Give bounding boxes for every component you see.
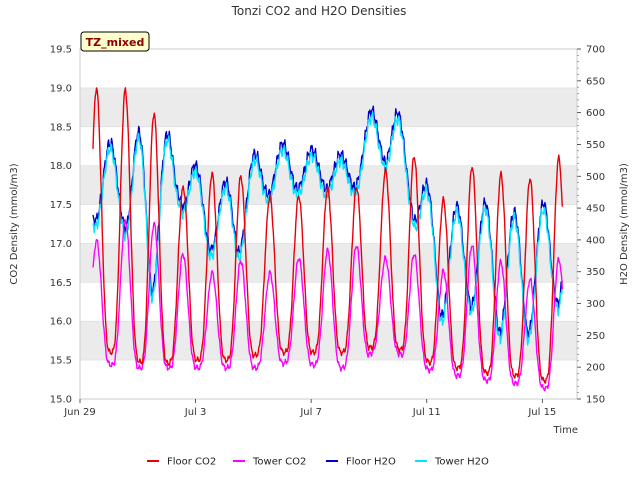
series-line	[92, 218, 563, 392]
y2-tick-label: 600	[586, 108, 605, 119]
x-axis: Jun 29 Jul 3 Jul 7 Jul 11 Jul 15	[63, 399, 556, 418]
x-tick-label: Jun 29	[63, 407, 96, 418]
y-tick-label: 16.5	[50, 278, 72, 289]
left-axis: 15.0 15.5 16.0 16.5 17.0 17.5 18.0 18.5 19.0 19.5	[50, 45, 72, 406]
y2-tick-label: 550	[586, 140, 605, 151]
y2-axis-title: H2O Density (mmol/m3)	[619, 163, 630, 285]
y2-tick-label: 350	[586, 267, 605, 278]
series-line	[92, 87, 563, 384]
y2-tick-label: 200	[586, 363, 605, 374]
x-tick-label: Jul 3	[184, 407, 207, 418]
y-tick-label: 18.5	[50, 122, 72, 133]
chart-title: Tonzi CO2 and H2O Densities	[231, 4, 407, 18]
background-bands	[80, 87, 577, 361]
site-tag-box	[80, 31, 150, 52]
y2-tick-label: 650	[586, 76, 605, 87]
x-tick-label: Jul 7	[299, 407, 322, 418]
legend-label: Tower H2O	[434, 457, 489, 468]
legend-label: Floor CO2	[167, 457, 216, 468]
plot-frame	[79, 48, 578, 400]
site-tag: TZ_mixed	[80, 31, 150, 52]
x-tick-label: Jul 15	[527, 407, 556, 418]
y-tick-label: 16.0	[50, 317, 72, 328]
y2-tick-label: 300	[586, 299, 605, 310]
y2-tick-label: 700	[586, 45, 605, 56]
series-layer	[92, 87, 563, 392]
y2-tick-label: 150	[586, 395, 605, 406]
y-tick-label: 19.0	[50, 83, 72, 94]
y-tick-label: 15.5	[50, 356, 72, 367]
y-tick-label: 19.5	[50, 45, 72, 56]
y-tick-label: 17.5	[50, 200, 72, 211]
y2-tick-label: 250	[586, 331, 605, 342]
x-tick-label: Jul 11	[412, 407, 441, 418]
y2-tick-label: 450	[586, 204, 605, 215]
background-band	[80, 87, 577, 127]
site-tag-text: TZ_mixed	[86, 36, 145, 49]
x-axis-title: Time	[553, 425, 578, 436]
y-tick-label: 15.0	[50, 395, 72, 406]
legend: Floor CO2 Tower CO2 Floor H2O Tower H2O	[147, 457, 489, 468]
series-line	[92, 110, 563, 346]
y2-tick-label: 400	[586, 235, 605, 246]
legend-label: Tower CO2	[252, 457, 306, 468]
y2-tick-label: 500	[586, 172, 605, 183]
legend-label: Floor H2O	[346, 457, 396, 468]
right-axis: 150 200 250 300 350 400 450 500 550 600 650 700	[577, 45, 605, 406]
series-line	[92, 105, 563, 341]
y-axis-title: CO2 Density (mmol/m3)	[9, 163, 20, 284]
y-tick-label: 18.0	[50, 161, 72, 172]
y-tick-label: 17.0	[50, 239, 72, 250]
